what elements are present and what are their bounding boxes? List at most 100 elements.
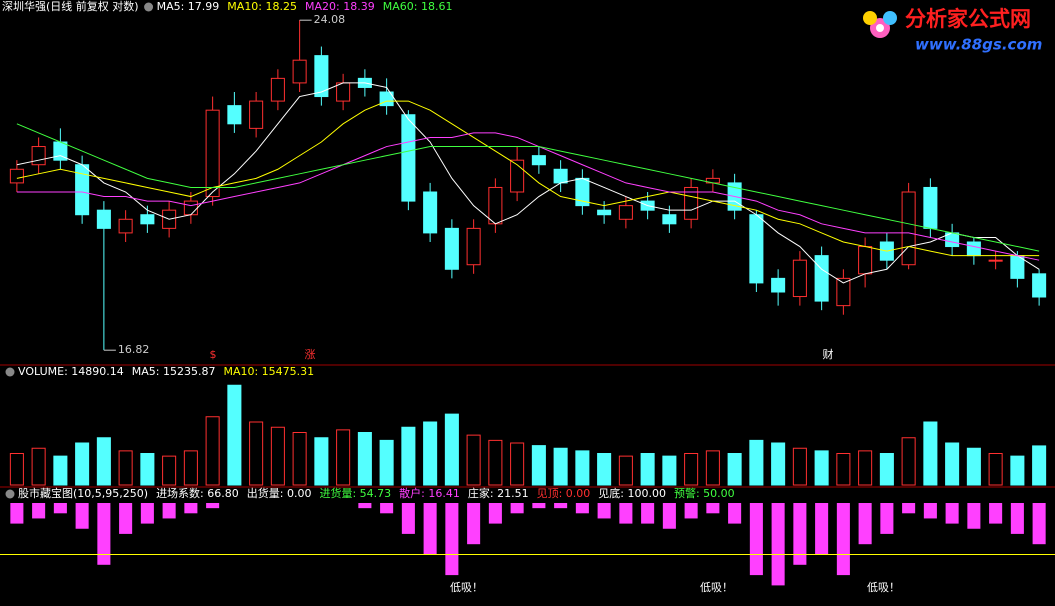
indicator-bar	[162, 503, 176, 519]
indicator-bar	[858, 503, 872, 545]
volume-bar	[379, 439, 394, 486]
volume-bar	[814, 450, 829, 486]
event-marker: 财	[823, 347, 834, 361]
volume-bar	[901, 437, 916, 486]
volume-bar	[96, 437, 111, 486]
volume-bar	[640, 453, 655, 486]
logo: 分析家公式网 www.88gs.com	[863, 7, 1042, 54]
volume-bar	[336, 429, 351, 486]
candle-body	[618, 205, 633, 220]
volume-bar	[270, 426, 285, 486]
volume-bar	[249, 421, 264, 486]
volume-bar	[792, 447, 807, 486]
event-marker: 涨	[305, 348, 316, 361]
indicator-bar	[945, 503, 959, 524]
candle-body	[966, 241, 981, 257]
volume-bar	[357, 432, 372, 486]
volume-bar	[510, 442, 525, 486]
legend-item: VOLUME: 14890.14	[18, 365, 124, 378]
volume-bar	[401, 426, 416, 486]
candle-body	[858, 246, 873, 275]
legend-item: MA10: 18.25	[227, 0, 297, 13]
candle-body	[401, 114, 416, 202]
indicator-bar	[140, 503, 154, 524]
volume-bar	[9, 453, 24, 486]
volume-bar	[966, 447, 981, 486]
indicator-annotation: 低吸！	[867, 581, 900, 594]
indicator-bar	[380, 503, 394, 514]
candle-body	[1032, 273, 1047, 298]
volume-bar	[118, 450, 133, 486]
indicator-bar	[706, 503, 720, 514]
indicator-bar	[662, 503, 676, 529]
indicator-bar	[401, 503, 415, 534]
volume-bar	[444, 413, 459, 486]
legend-item: MA60: 18.61	[383, 0, 453, 13]
candle-body	[183, 200, 198, 216]
legend-icon	[5, 367, 15, 377]
indicator-bar	[771, 503, 785, 586]
legend-item: 股市藏宝图(10,5,95,250)	[18, 486, 148, 500]
indicator-bar	[184, 503, 198, 514]
logo-icon	[863, 11, 877, 25]
candle-body	[75, 164, 90, 216]
volume-bar	[1010, 455, 1025, 486]
indicator-bar	[358, 503, 372, 509]
indicator-bar	[597, 503, 611, 519]
indicator-bar	[967, 503, 981, 529]
indicator-bar	[488, 503, 502, 524]
candle-body	[292, 59, 307, 84]
candle-body	[749, 214, 764, 284]
volume-bar	[618, 455, 633, 486]
legend-item: 庄家: 21.51	[468, 486, 529, 500]
event-marker: $	[210, 348, 217, 361]
volume-bar	[140, 453, 155, 486]
indicator-bar	[749, 503, 763, 576]
legend-icon	[144, 2, 154, 12]
candle-body	[205, 109, 220, 198]
annotation: 24.08	[314, 13, 346, 26]
candle-body	[9, 168, 24, 184]
indicator-bar	[836, 503, 850, 576]
indicator-bar	[467, 503, 481, 545]
logo-title: 分析家公式网	[905, 7, 1031, 31]
volume-bar	[597, 453, 612, 486]
candle-body	[270, 77, 285, 102]
indicator-bar	[75, 503, 89, 529]
candle-body	[96, 209, 111, 229]
candle-body	[836, 277, 851, 307]
legend-item: 见底: 100.00	[598, 486, 666, 500]
volume-bar	[836, 453, 851, 486]
legend-item: 出货量: 0.00	[247, 486, 312, 500]
legend-item: MA20: 18.39	[305, 0, 375, 13]
indicator-bar	[684, 503, 698, 519]
indicator-bar	[206, 503, 220, 509]
indicator-bar	[619, 503, 633, 524]
volume-bar	[662, 455, 677, 486]
legend-item: MA5: 15235.87	[132, 365, 216, 378]
candle-body	[923, 186, 938, 229]
volume-bar	[1032, 445, 1047, 486]
candle-body	[988, 259, 1003, 262]
candle-body	[792, 259, 807, 298]
volume-bar	[727, 453, 742, 486]
indicator-bar	[1010, 503, 1024, 534]
legend-item: 预警: 50.00	[674, 486, 735, 500]
volume-bar	[466, 434, 481, 486]
volume-bar	[879, 453, 894, 486]
indicator-bar	[97, 503, 111, 565]
volume-bar	[684, 453, 699, 486]
volume-bar	[488, 439, 503, 486]
volume-bar	[423, 421, 438, 486]
legend-icon	[5, 489, 15, 499]
ma-line	[16, 100, 1040, 257]
legend-item: 进货量: 54.73	[319, 486, 391, 500]
indicator-bar	[119, 503, 133, 534]
annotation: 16.82	[118, 343, 150, 356]
logo-url: www.88gs.com	[915, 36, 1042, 54]
indicator-bar	[880, 503, 894, 534]
candle-body	[814, 255, 829, 302]
candle-body	[314, 55, 329, 98]
candle-body	[31, 146, 46, 166]
